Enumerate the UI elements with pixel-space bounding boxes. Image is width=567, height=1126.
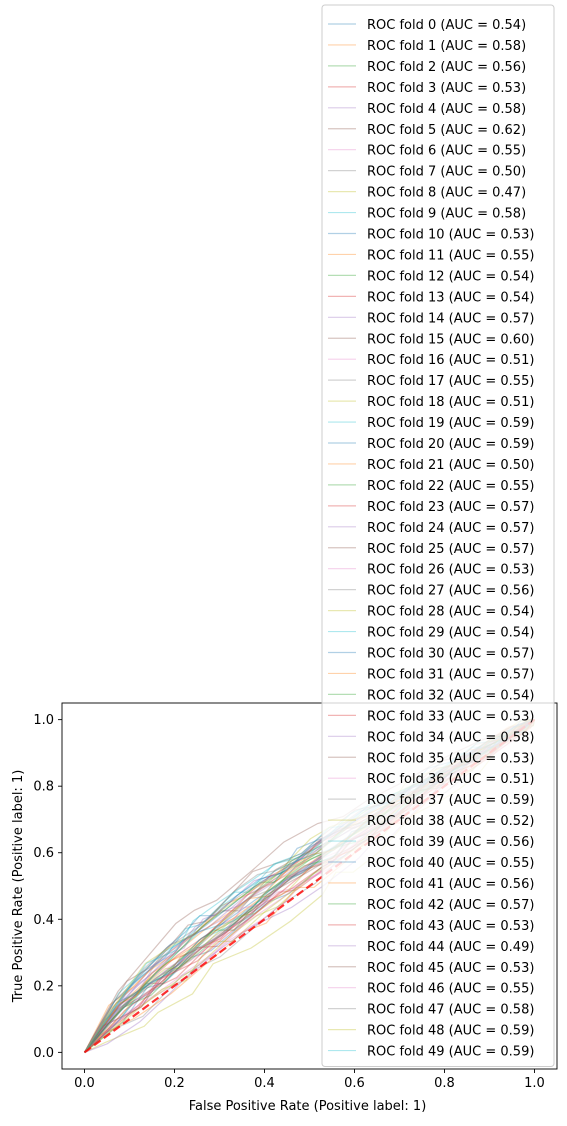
- legend-label-fold-0: ROC fold 0 (AUC = 0.54): [367, 18, 526, 33]
- x-tick-label: 0.0: [74, 1076, 95, 1091]
- legend-box: [321, 4, 555, 1067]
- legend-label-fold-20: ROC fold 20 (AUC = 0.59): [367, 437, 534, 452]
- legend-label-fold-17: ROC fold 17 (AUC = 0.55): [367, 374, 534, 389]
- y-axis-label: True Positive Rate (Positive label: 1): [11, 770, 26, 1004]
- legend-label-fold-39: ROC fold 39 (AUC = 0.56): [367, 835, 534, 850]
- legend-label-fold-7: ROC fold 7 (AUC = 0.50): [367, 165, 526, 180]
- legend-label-fold-18: ROC fold 18 (AUC = 0.51): [367, 395, 534, 410]
- legend-label-fold-33: ROC fold 33 (AUC = 0.53): [367, 709, 534, 724]
- y-tick-label: 0.6: [33, 846, 54, 861]
- legend-label-fold-27: ROC fold 27 (AUC = 0.56): [367, 584, 534, 599]
- legend-label-fold-41: ROC fold 41 (AUC = 0.56): [367, 877, 534, 892]
- legend-label-fold-32: ROC fold 32 (AUC = 0.54): [367, 688, 534, 703]
- legend-label-fold-19: ROC fold 19 (AUC = 0.59): [367, 416, 534, 431]
- legend-label-fold-26: ROC fold 26 (AUC = 0.53): [367, 563, 534, 578]
- legend-label-fold-5: ROC fold 5 (AUC = 0.62): [367, 123, 526, 138]
- legend-label-fold-16: ROC fold 16 (AUC = 0.51): [367, 353, 534, 368]
- legend-label-fold-14: ROC fold 14 (AUC = 0.57): [367, 311, 534, 326]
- legend-label-fold-30: ROC fold 30 (AUC = 0.57): [367, 647, 534, 662]
- y-tick-label: 0.8: [33, 780, 54, 795]
- legend-label-fold-47: ROC fold 47 (AUC = 0.58): [367, 1003, 534, 1018]
- legend-label-fold-29: ROC fold 29 (AUC = 0.54): [367, 626, 534, 641]
- legend-label-fold-3: ROC fold 3 (AUC = 0.53): [367, 81, 526, 96]
- legend-label-fold-9: ROC fold 9 (AUC = 0.58): [367, 207, 526, 222]
- legend-label-fold-31: ROC fold 31 (AUC = 0.57): [367, 667, 534, 682]
- axes-layer: 0.0 0.2 0.4 0.6 0.8 1.0 0.0 0.2 0.4 0.6 0.8 1.0 Fals…: [11, 702, 558, 1114]
- x-tick-label: 0.8: [434, 1076, 455, 1091]
- legend-label-fold-28: ROC fold 28 (AUC = 0.54): [367, 605, 534, 620]
- chance-line-layer: [83, 718, 536, 1054]
- legend: ROC fold 0 (AUC = 0.54) ROC fold 1 (AUC =…: [321, 4, 555, 1067]
- legend-label-fold-22: ROC fold 22 (AUC = 0.55): [367, 479, 534, 494]
- legend-label-fold-36: ROC fold 36 (AUC = 0.51): [367, 772, 534, 787]
- legend-label-fold-40: ROC fold 40 (AUC = 0.55): [367, 856, 534, 871]
- x-tick-label: 0.4: [254, 1076, 275, 1091]
- legend-label-fold-2: ROC fold 2 (AUC = 0.56): [367, 60, 526, 75]
- chance-line: [83, 718, 536, 1054]
- x-axis-label: False Positive Rate (Positive label: 1): [189, 1099, 427, 1114]
- legend-label-fold-37: ROC fold 37 (AUC = 0.59): [367, 793, 534, 808]
- legend-label-fold-49: ROC fold 49 (AUC = 0.59): [367, 1045, 534, 1060]
- legend-label-fold-23: ROC fold 23 (AUC = 0.57): [367, 500, 534, 515]
- x-tick-label: 0.2: [164, 1076, 185, 1091]
- y-tick-label: 0.0: [33, 1046, 54, 1061]
- y-tick-label: 0.2: [33, 979, 54, 994]
- legend-label-fold-35: ROC fold 35 (AUC = 0.53): [367, 751, 534, 766]
- legend-label-fold-11: ROC fold 11 (AUC = 0.55): [367, 248, 534, 263]
- axes-frame: [61, 702, 558, 1070]
- legend-label-fold-45: ROC fold 45 (AUC = 0.53): [367, 961, 534, 976]
- legend-label-fold-34: ROC fold 34 (AUC = 0.58): [367, 730, 534, 745]
- legend-label-fold-15: ROC fold 15 (AUC = 0.60): [367, 332, 534, 347]
- legend-label-fold-8: ROC fold 8 (AUC = 0.47): [367, 186, 526, 201]
- x-tick-label: 0.6: [344, 1076, 365, 1091]
- legend-label-fold-44: ROC fold 44 (AUC = 0.49): [367, 940, 534, 955]
- legend-label-fold-38: ROC fold 38 (AUC = 0.52): [367, 814, 534, 829]
- legend-label-fold-1: ROC fold 1 (AUC = 0.58): [367, 39, 526, 54]
- legend-label-fold-24: ROC fold 24 (AUC = 0.57): [367, 521, 534, 536]
- y-tick-label: 0.4: [33, 913, 54, 928]
- legend-label-fold-4: ROC fold 4 (AUC = 0.58): [367, 102, 526, 117]
- legend-label-fold-6: ROC fold 6 (AUC = 0.55): [367, 144, 526, 159]
- x-tick-label: 1.0: [524, 1076, 545, 1091]
- legend-label-fold-46: ROC fold 46 (AUC = 0.55): [367, 982, 534, 997]
- y-tick-label: 1.0: [33, 713, 54, 728]
- legend-label-fold-12: ROC fold 12 (AUC = 0.54): [367, 269, 534, 284]
- legend-label-fold-10: ROC fold 10 (AUC = 0.53): [367, 228, 534, 243]
- legend-label-fold-13: ROC fold 13 (AUC = 0.54): [367, 290, 534, 305]
- legend-label-fold-25: ROC fold 25 (AUC = 0.57): [367, 542, 534, 557]
- legend-label-fold-48: ROC fold 48 (AUC = 0.59): [367, 1024, 534, 1039]
- legend-label-fold-21: ROC fold 21 (AUC = 0.50): [367, 458, 534, 473]
- legend-label-fold-42: ROC fold 42 (AUC = 0.57): [367, 898, 534, 913]
- legend-label-fold-43: ROC fold 43 (AUC = 0.53): [367, 919, 534, 934]
